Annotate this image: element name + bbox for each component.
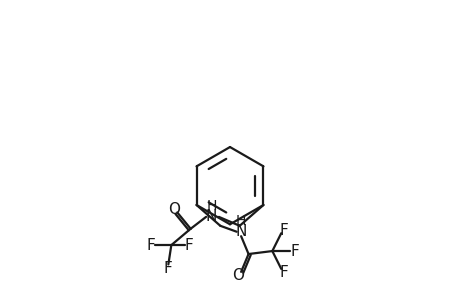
- Text: H: H: [206, 200, 216, 214]
- Text: F: F: [185, 238, 193, 253]
- Text: H: H: [235, 214, 246, 228]
- Text: N: N: [235, 224, 246, 239]
- Text: F: F: [163, 261, 172, 276]
- Text: O: O: [232, 268, 244, 283]
- Text: O: O: [168, 202, 180, 217]
- Text: F: F: [290, 244, 298, 259]
- Text: N: N: [205, 209, 217, 224]
- Text: F: F: [279, 265, 288, 280]
- Text: F: F: [146, 238, 155, 253]
- Text: F: F: [279, 223, 288, 238]
